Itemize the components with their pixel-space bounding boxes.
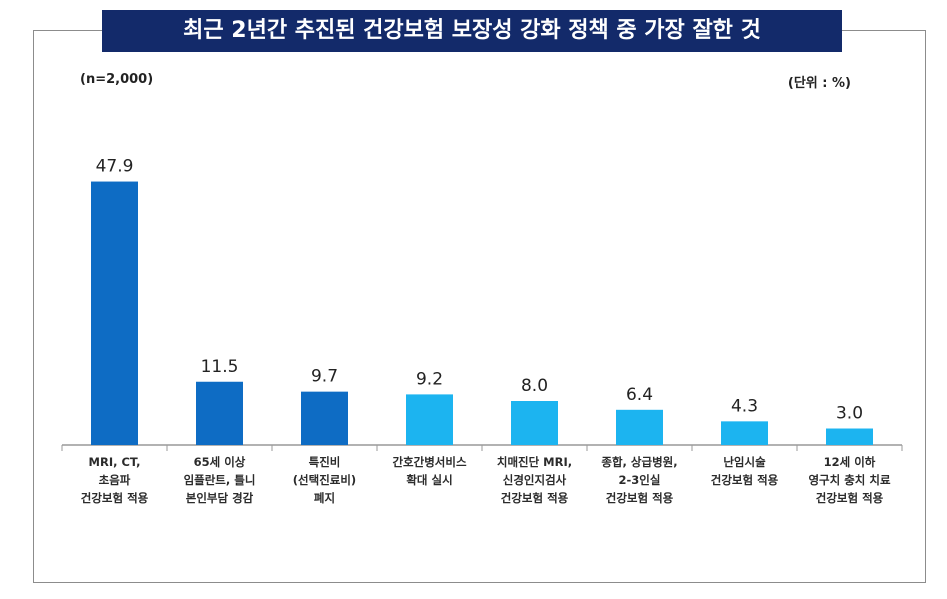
category-label: 폐지 <box>314 491 335 505</box>
data-label: 8.0 <box>521 376 548 396</box>
category-label: 간호간병서비스 <box>392 455 466 469</box>
category-label: 건강보험 적용 <box>501 491 569 505</box>
category-label: 12세 이하 <box>824 455 876 469</box>
category-label: 2-3인실 <box>619 473 661 487</box>
category-label: 건강보험 적용 <box>711 473 779 487</box>
data-label: 9.2 <box>416 369 443 389</box>
data-label: 6.4 <box>626 385 653 405</box>
chart-title: 최근 2년간 추진된 건강보험 보장성 강화 정책 중 가장 잘한 것 <box>102 10 842 52</box>
bar <box>406 394 453 445</box>
category-label: 건강보험 적용 <box>816 491 884 505</box>
category-label: 난임시술 <box>723 455 766 469</box>
bar <box>91 181 138 446</box>
category-label: 영구치 충치 치료 <box>808 473 890 487</box>
category-label: 임플란트, 틀니 <box>184 473 256 487</box>
bar <box>196 381 243 445</box>
category-label: MRI, CT, <box>89 455 141 469</box>
data-label: 9.7 <box>311 367 338 387</box>
data-label: 3.0 <box>836 404 863 424</box>
unit-note: (단위 : %) <box>787 76 851 91</box>
category-label: 초음파 <box>99 473 131 487</box>
bar <box>511 401 558 445</box>
category-label: 특진비 <box>309 455 341 469</box>
category-label: 건강보험 적용 <box>81 491 149 505</box>
category-label: 신경인지검사 <box>503 473 567 487</box>
bar <box>826 428 873 445</box>
category-label: 치매진단 MRI, <box>497 455 572 469</box>
category-label: 건강보험 적용 <box>606 491 674 505</box>
sample-size-note: (n=2,000) <box>80 72 154 87</box>
category-label: 확대 실시 <box>406 473 452 487</box>
data-label: 4.3 <box>731 396 758 416</box>
category-label: 65세 이상 <box>194 455 246 469</box>
bar <box>616 409 663 445</box>
category-label: (선택진료비) <box>293 473 356 487</box>
bar <box>721 421 768 445</box>
category-label: 본인부담 경감 <box>186 491 254 505</box>
category-label: 종합, 상급병원, <box>601 455 677 469</box>
data-label: 11.5 <box>201 357 239 377</box>
data-label: 47.9 <box>96 157 134 177</box>
bar <box>301 391 348 445</box>
